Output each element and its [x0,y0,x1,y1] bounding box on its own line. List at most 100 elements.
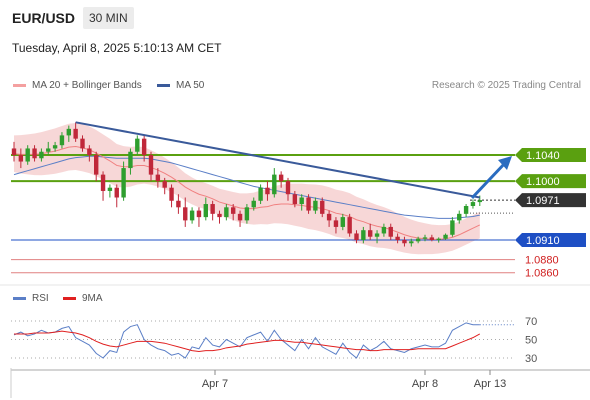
candle [443,233,448,240]
candle [237,210,243,227]
candle-body [94,155,99,175]
candle-body [224,207,229,218]
candle-body [463,206,469,214]
candle-body [196,210,202,218]
candle-body [340,217,345,227]
candle [210,200,215,221]
legend-ma50: MA 50 [157,80,204,91]
candle-body [66,128,71,136]
legend-9ma: 9MA [63,293,103,304]
candle-body [18,155,24,162]
timeframe-button[interactable]: 30 MIN [83,7,134,29]
legend-rsi: RSI [13,293,49,304]
candle-body [436,238,441,240]
candle [189,207,195,224]
candle [313,197,318,214]
candle [320,197,325,218]
candle [155,168,161,188]
legend-bollinger: MA 20 + Bollinger Bands [13,80,142,91]
candle [244,204,250,224]
candle-body [183,207,188,221]
candle [436,237,441,243]
candle [278,171,284,188]
candle-body [457,213,462,221]
legend-bollinger-label: MA 20 + Bollinger Bands [32,80,142,91]
candle-body [450,220,455,235]
ma9-swatch [63,296,76,300]
candle-body [52,145,58,149]
candle-body [135,138,140,152]
candle-body [395,236,400,240]
candle-body [265,187,270,195]
candle [73,122,78,142]
candle-body [388,226,393,237]
candle-body [25,148,30,162]
candle [39,148,44,162]
candle [162,177,167,195]
candle-body [155,174,161,182]
level-label-1.1000: 1.1000 [526,176,560,188]
candle [11,141,17,162]
candle [107,184,113,198]
candle-body [402,240,407,244]
candle [381,223,387,237]
ma50-line [13,155,480,219]
candle-body [107,187,113,191]
candle-body [477,200,482,203]
candle-body [422,237,428,239]
candle [114,184,119,208]
candle-body [443,234,448,239]
level-label-1.0860: 1.0860 [525,268,559,280]
candle-body [272,174,277,195]
candle [374,230,380,244]
candle [121,161,126,201]
candle-body [11,148,17,155]
candle-body [374,233,380,237]
candle-body [278,174,284,182]
candle [470,199,476,209]
candle [52,141,58,152]
forecast-arrow [470,160,508,200]
candle-body [114,187,119,198]
candle [148,151,154,182]
candle [429,234,435,242]
candle [388,223,393,240]
candle [402,236,407,247]
datetime-label: Tuesday, April 8, 2025 5:10:13 AM CET [12,41,222,55]
candle [59,132,65,149]
ma50-swatch [157,83,170,87]
level-tag-bg [515,148,586,162]
candle [361,226,366,244]
legend-9ma-label: 9MA [82,293,103,304]
candle-body [244,207,250,221]
candle-body [100,174,106,191]
candle [306,194,311,214]
candle [409,238,414,247]
candle-body [299,197,304,205]
candle [395,233,400,244]
candle [183,197,188,227]
candle-body [87,148,92,155]
candle [176,194,181,214]
candle [368,223,373,240]
candle-body [313,200,318,211]
candle [258,184,263,205]
candle [285,177,291,201]
rsi-line [13,322,480,359]
candle-body [306,197,311,211]
header: EUR/USD 30 MIN [0,0,590,36]
candle-body [333,220,339,227]
candle [415,236,421,244]
candle [333,217,339,234]
candle [299,194,304,211]
instrument-title: EUR/USD [12,10,76,26]
candle-body [415,238,421,242]
candle [32,145,37,162]
candle [354,230,359,244]
candle [203,197,208,221]
level-tag-1.1040: 1.1040 [515,148,586,162]
candle-body [470,202,476,206]
candle-body [128,151,133,169]
candle-body [347,217,352,234]
